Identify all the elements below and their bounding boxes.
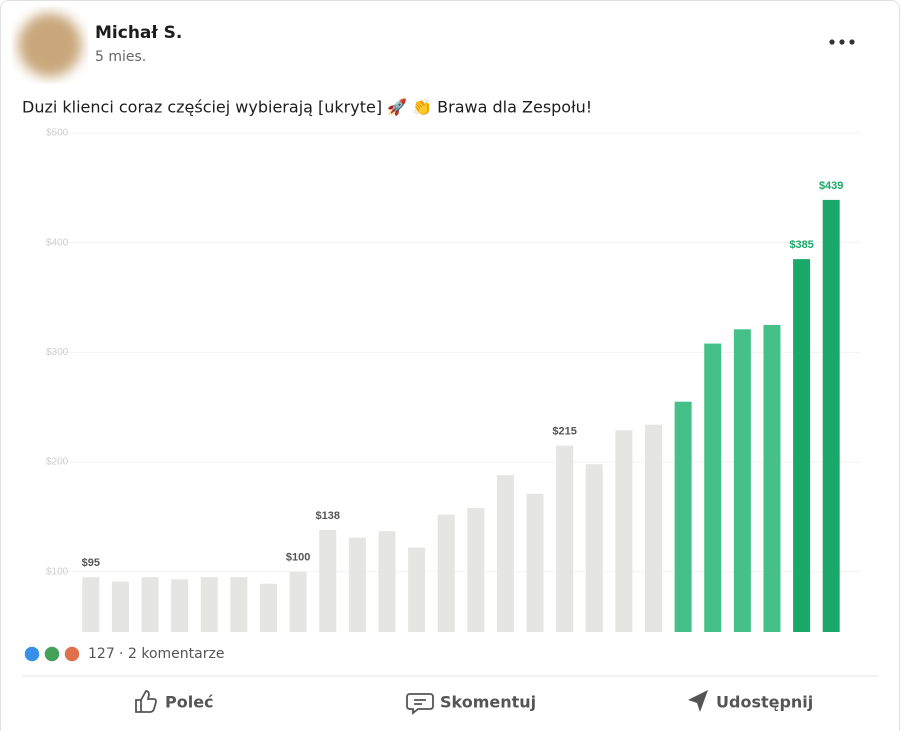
value-label: $138 [315, 510, 339, 522]
bar [615, 430, 633, 632]
bar [793, 259, 811, 632]
y-tick-label: $100 [46, 566, 69, 577]
comment-count[interactable]: 2 komentarze [128, 646, 224, 662]
bar [141, 577, 159, 632]
y-tick-label: $400 [46, 237, 69, 248]
comment-button[interactable]: Skomentuj [440, 693, 536, 712]
bar [408, 547, 426, 632]
value-label: $100 [286, 552, 310, 564]
reaction-count[interactable]: 127 [88, 646, 115, 662]
bar [645, 424, 662, 632]
bar [704, 343, 722, 632]
bar [733, 329, 751, 632]
bar [348, 537, 366, 632]
avatar[interactable] [18, 13, 82, 77]
y-tick-label: $200 [46, 457, 69, 468]
bar [526, 493, 544, 632]
bar [230, 577, 248, 632]
bar [437, 514, 455, 632]
bar [822, 199, 840, 632]
separator: · [119, 646, 123, 662]
bar [496, 475, 514, 632]
chart: $100 $200 $300 $400 $500 $95 $100 $138 $215 $385 $… [45, 128, 860, 632]
bar [319, 530, 337, 632]
bar [674, 401, 692, 632]
more-menu[interactable] [829, 39, 855, 45]
like-button[interactable]: Poleć [165, 693, 214, 712]
bar [763, 324, 781, 632]
value-label: $385 [789, 239, 813, 251]
bar [111, 581, 129, 632]
bar [289, 571, 307, 632]
bar [556, 445, 574, 632]
reaction-icons[interactable] [23, 645, 81, 663]
bar [171, 579, 189, 632]
share-icon[interactable] [688, 690, 708, 712]
share-button[interactable]: Udostępnij [716, 693, 813, 712]
bar [378, 531, 396, 632]
bar [82, 577, 100, 632]
y-tick-label: $300 [46, 347, 69, 358]
author-name[interactable]: Michał S. [95, 23, 182, 43]
bar [260, 583, 277, 632]
value-label: $95 [82, 557, 100, 569]
post-time: 5 mies. [95, 49, 146, 65]
like-icon[interactable] [135, 690, 157, 713]
value-label: $215 [552, 425, 576, 437]
value-label: $439 [819, 180, 843, 192]
post-text: Duzi klienci coraz częściej wybierają [u… [22, 98, 592, 117]
comment-icon[interactable] [406, 693, 434, 715]
bar [200, 577, 218, 632]
y-tick-label: $500 [46, 128, 69, 139]
bar [467, 508, 485, 632]
bar [585, 464, 603, 632]
